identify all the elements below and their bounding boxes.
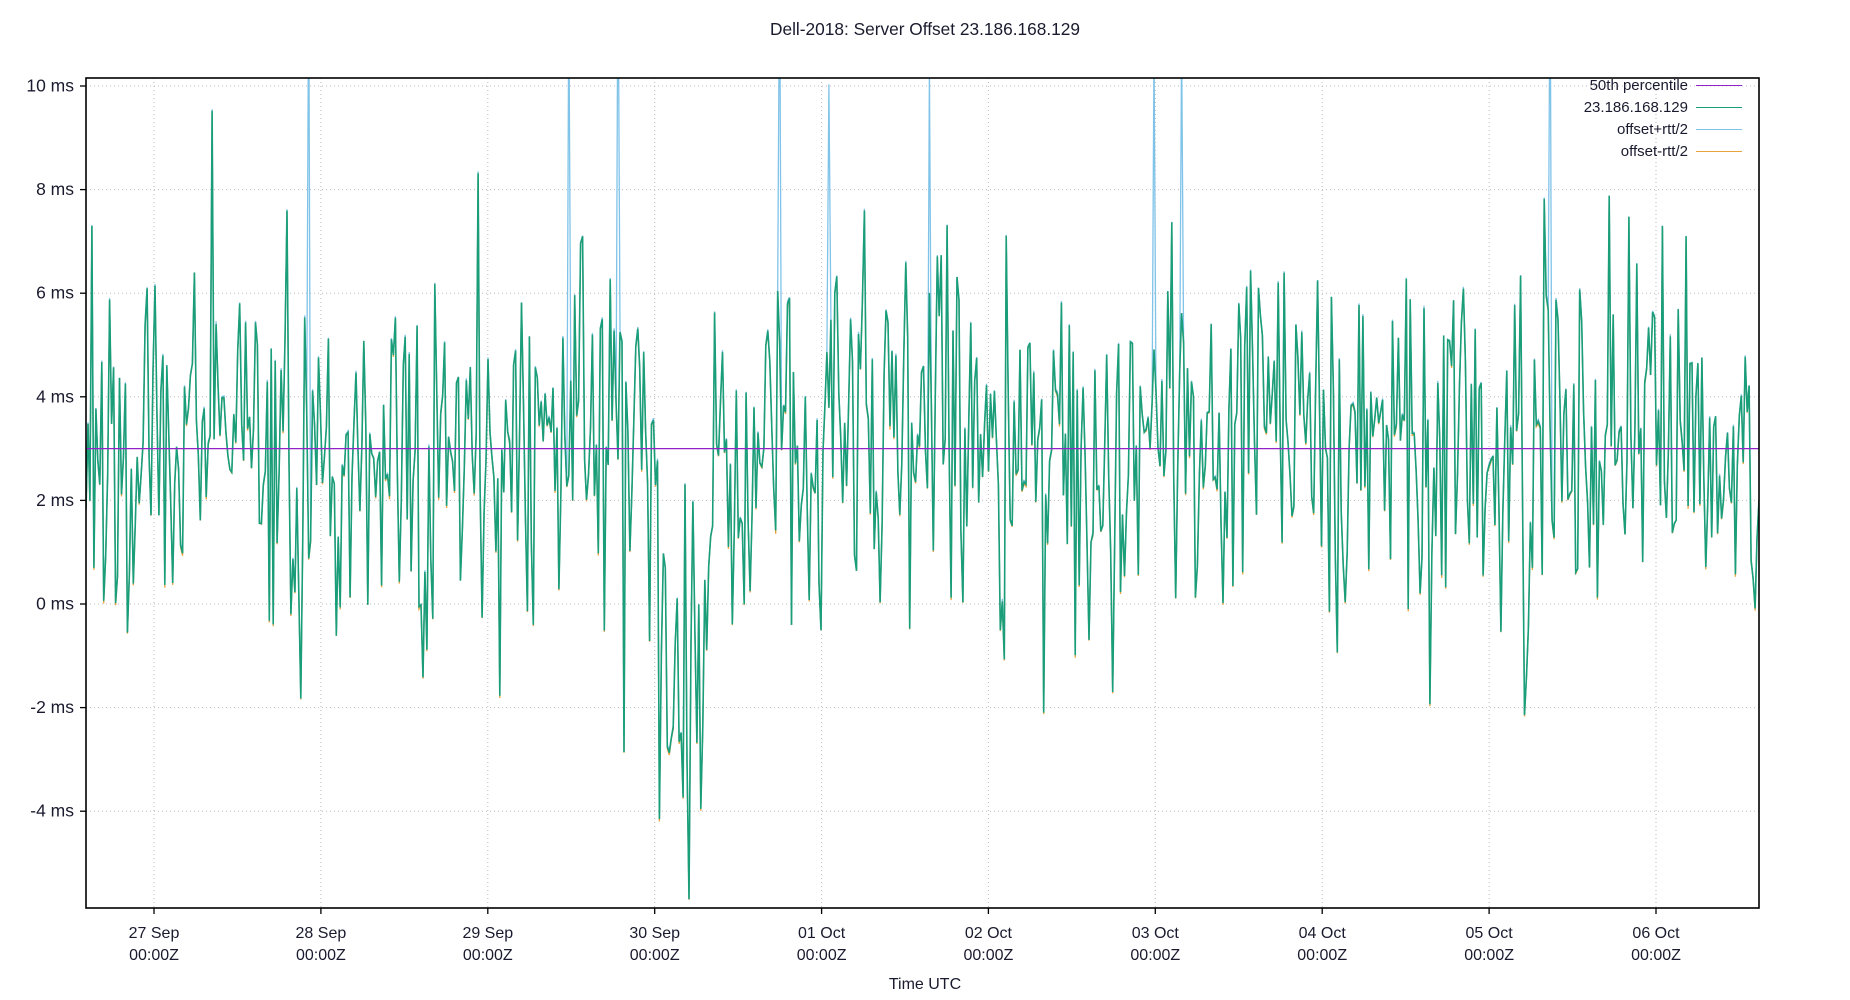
svg-text:02 Oct: 02 Oct — [965, 925, 1013, 942]
svg-text:29 Sep: 29 Sep — [462, 925, 513, 942]
svg-text:00:00Z: 00:00Z — [129, 947, 179, 964]
svg-text:4 ms: 4 ms — [36, 386, 74, 406]
svg-text:00:00Z: 00:00Z — [1464, 947, 1514, 964]
svg-text:-2 ms: -2 ms — [30, 697, 74, 717]
svg-text:-4 ms: -4 ms — [30, 801, 74, 821]
svg-text:00:00Z: 00:00Z — [797, 947, 847, 964]
svg-text:00:00Z: 00:00Z — [1297, 947, 1347, 964]
svg-text:30 Sep: 30 Sep — [629, 925, 680, 942]
svg-text:27 Sep: 27 Sep — [129, 925, 180, 942]
svg-text:00:00Z: 00:00Z — [963, 947, 1013, 964]
svg-text:00:00Z: 00:00Z — [1130, 947, 1180, 964]
svg-text:00:00Z: 00:00Z — [463, 947, 513, 964]
svg-text:10 ms: 10 ms — [26, 76, 74, 96]
svg-text:06 Oct: 06 Oct — [1632, 925, 1680, 942]
svg-text:03 Oct: 03 Oct — [1132, 925, 1180, 942]
svg-text:00:00Z: 00:00Z — [630, 947, 680, 964]
svg-text:05 Oct: 05 Oct — [1466, 925, 1514, 942]
svg-text:28 Sep: 28 Sep — [296, 925, 347, 942]
svg-text:01 Oct: 01 Oct — [798, 925, 846, 942]
svg-text:00:00Z: 00:00Z — [1631, 947, 1681, 964]
svg-text:04 Oct: 04 Oct — [1299, 925, 1347, 942]
svg-text:0 ms: 0 ms — [36, 594, 74, 614]
svg-text:2 ms: 2 ms — [36, 490, 74, 510]
svg-text:8 ms: 8 ms — [36, 179, 74, 199]
svg-text:00:00Z: 00:00Z — [296, 947, 346, 964]
svg-text:6 ms: 6 ms — [36, 283, 74, 303]
